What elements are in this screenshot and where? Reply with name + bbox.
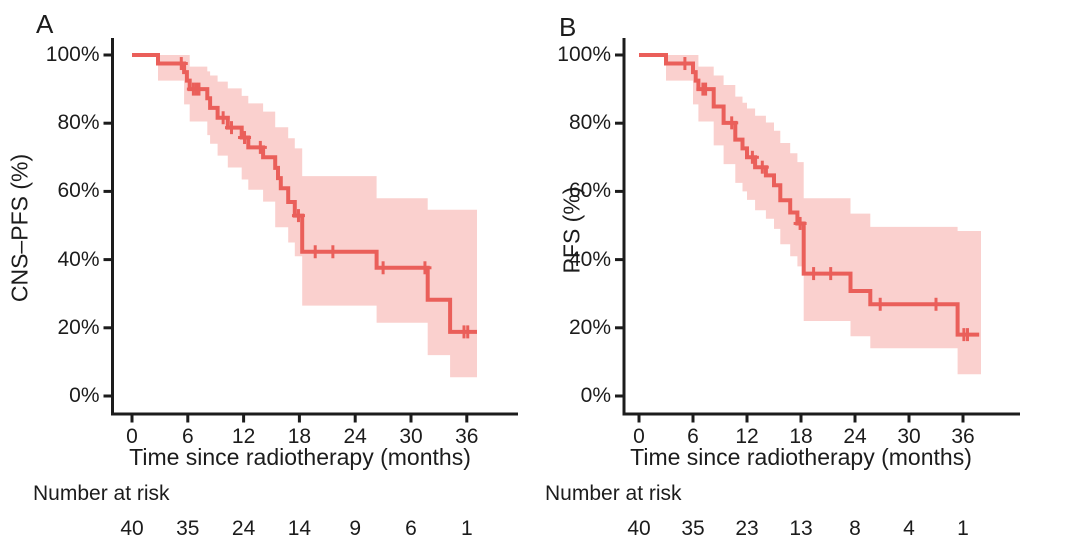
x-tick-label: 12 [735, 425, 759, 448]
y-tick-label: 80% [568, 111, 611, 135]
x-tick-label: 30 [897, 425, 921, 448]
number-at-risk-label-b: Number at risk [545, 482, 682, 505]
risk-count: 6 [405, 517, 417, 540]
risk-count: 35 [176, 517, 200, 540]
risk-count: 1 [460, 517, 473, 540]
x-tick-label: 0 [126, 425, 138, 448]
y-tick-label: 100% [557, 43, 611, 66]
axis-lines [111, 38, 518, 416]
x-axis-title-b: Time since radiotherapy (months) [630, 444, 972, 470]
risk-count: 4 [903, 517, 915, 540]
y-tick-label: 80% [57, 111, 100, 135]
y-tick-label: 60% [57, 179, 100, 203]
y-axis-title-a: CNS–PFS (%) [6, 153, 33, 303]
y-tick-label: 40% [57, 247, 100, 271]
y-tick-label: 60% [568, 179, 611, 203]
risk-count: 9 [349, 517, 362, 540]
x-tick-label: 0 [633, 425, 645, 448]
x-tick-label: 12 [231, 425, 256, 448]
number-at-risk-label-a: Number at risk [33, 482, 170, 505]
axis-lines [622, 38, 1020, 416]
risk-count: 40 [120, 517, 144, 540]
y-tick-label: 20% [568, 315, 611, 339]
risk-count: 8 [849, 517, 861, 540]
panel-label-b: B [559, 12, 577, 42]
risk-count: 14 [287, 517, 312, 540]
risk-count: 24 [231, 517, 256, 540]
y-tick-label: 20% [57, 315, 100, 339]
x-tick-label: 18 [287, 425, 312, 448]
x-tick-label: 6 [181, 425, 194, 448]
risk-count: 40 [627, 517, 651, 540]
y-tick-label: 40% [568, 247, 611, 271]
x-tick-label: 18 [789, 425, 813, 448]
confidence-band [666, 55, 981, 375]
x-tick-label: 6 [687, 425, 699, 448]
x-tick-label: 24 [843, 425, 867, 448]
risk-count: 1 [957, 517, 969, 540]
panel-label-a: A [36, 9, 54, 39]
x-tick-label: 30 [399, 425, 423, 448]
x-tick-label: 36 [951, 425, 975, 448]
y-tick-label: 100% [45, 43, 100, 66]
risk-count: 23 [735, 517, 759, 540]
x-axis-title-a: Time since radiotherapy (months) [129, 444, 471, 470]
x-tick-label: 36 [455, 425, 479, 448]
confidence-band [158, 55, 477, 378]
risk-count: 13 [789, 517, 813, 540]
risk-count: 35 [681, 517, 705, 540]
y-tick-label: 0% [580, 384, 611, 407]
y-tick-label: 0% [69, 384, 100, 407]
x-tick-label: 24 [343, 425, 367, 448]
